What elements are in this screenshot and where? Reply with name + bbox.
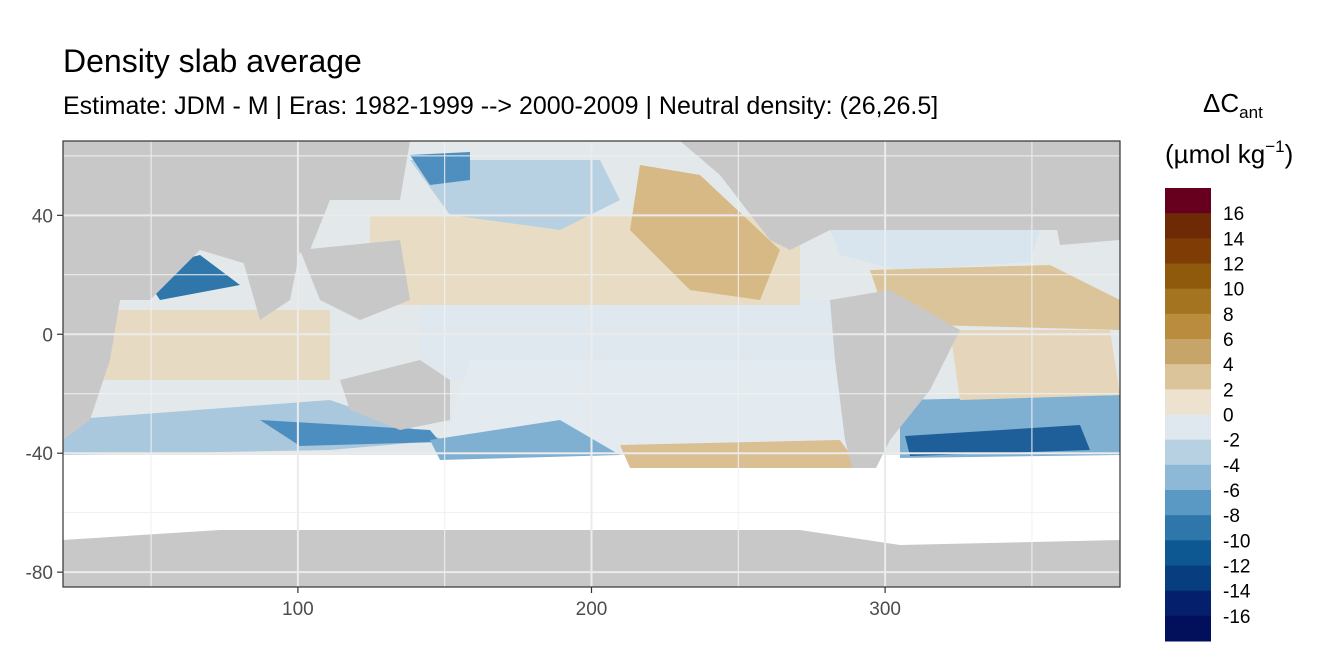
legend-swatch — [1165, 590, 1211, 617]
legend-swatch — [1165, 414, 1211, 441]
y-tick-label: -80 — [26, 563, 53, 584]
legend-swatch — [1165, 464, 1211, 491]
north-atlantic-tan — [870, 265, 1120, 330]
legend-units-superscript: −1 — [1265, 137, 1284, 156]
x-tick-label: 300 — [869, 599, 901, 620]
tasman-blue — [430, 420, 620, 460]
legend: ΔCant (µmol kg−1) 16 14 12 10 8 6 4 2 0 -2 -4 -6 -8 -… — [1165, 88, 1293, 642]
legend-tick-label: 10 — [1223, 280, 1244, 301]
kuroshio-blue — [410, 152, 470, 185]
chart-title: Density slab average — [63, 43, 362, 79]
legend-tick-label: -16 — [1223, 607, 1250, 628]
land-india — [240, 250, 300, 320]
legend-swatch — [1165, 364, 1211, 390]
x-tick-label: 200 — [576, 599, 608, 620]
indian-ocean-beige — [63, 310, 330, 380]
chart-subtitle: Estimate: JDM - M | Eras: 1982-1999 --> … — [63, 92, 939, 120]
land-southeast-asia — [300, 240, 410, 320]
south-atlantic-deep-blue — [905, 425, 1090, 456]
legend-swatch — [1165, 565, 1211, 592]
legend-tick-label: 12 — [1223, 255, 1244, 276]
south-atlantic-beige — [950, 330, 1120, 400]
legend-swatch — [1165, 188, 1211, 214]
legend-swatch — [1165, 288, 1211, 315]
legend-swatch — [1165, 389, 1211, 415]
legend-title-main: ΔCant — [1203, 88, 1263, 122]
legend-tick-label: -4 — [1223, 456, 1240, 477]
legend-title-units: (µmol kg−1) — [1165, 137, 1293, 169]
legend-tick-label: 4 — [1223, 355, 1234, 376]
legend-tick-label: -10 — [1223, 531, 1250, 552]
legend-units-close: ) — [1285, 139, 1294, 169]
legend-swatch — [1165, 238, 1211, 264]
legend-swatch — [1165, 540, 1211, 566]
legend-swatch — [1165, 515, 1211, 541]
south-australia-blue — [260, 420, 440, 446]
north-pacific-east-tan — [630, 165, 780, 300]
legend-colorbar — [1165, 188, 1211, 642]
north-atlantic-blue — [830, 230, 1040, 270]
x-tick-label: 100 — [282, 599, 314, 620]
legend-swatch — [1165, 263, 1211, 290]
legend-tick-label: -6 — [1223, 481, 1240, 502]
legend-tick-label: -8 — [1223, 506, 1240, 527]
legend-swatch — [1165, 213, 1211, 239]
grid-lines — [63, 141, 1120, 587]
land-africa-eurasia-west — [63, 141, 410, 300]
land-north-america — [680, 141, 1120, 250]
x-axis: 100 200 300 — [282, 587, 901, 620]
legend-tick-label: -2 — [1223, 431, 1240, 452]
legend-swatch — [1165, 490, 1211, 516]
legend-tick-label: 2 — [1223, 380, 1234, 401]
legend-tick-label: 6 — [1223, 330, 1234, 351]
legend-tick-label: 14 — [1223, 229, 1245, 250]
legend-labels: 16 14 12 10 8 6 4 2 0 -2 -4 -6 -8 -10 -12 -14 -16 — [1223, 204, 1251, 628]
legend-tick-label: 8 — [1223, 305, 1234, 326]
legend-swatch — [1165, 615, 1211, 642]
y-tick-label: 0 — [42, 325, 53, 346]
y-tick-label: 40 — [32, 206, 53, 227]
land-south-america — [830, 290, 960, 500]
legend-swatch — [1165, 439, 1211, 466]
legend-tick-label: -14 — [1223, 582, 1251, 603]
legend-title-symbol: ΔC — [1203, 88, 1239, 118]
legend-tick-label: 0 — [1223, 406, 1234, 427]
y-tick-label: -40 — [26, 444, 53, 465]
legend-units-text: (µmol kg — [1165, 139, 1265, 169]
land-australia — [340, 360, 450, 430]
legend-tick-label: 16 — [1223, 204, 1244, 225]
legend-swatch — [1165, 339, 1211, 365]
legend-swatch — [1165, 313, 1211, 340]
legend-tick-label: -12 — [1223, 557, 1250, 578]
y-axis: 40 0 -40 -80 — [26, 206, 63, 584]
legend-title-subscript: ant — [1239, 103, 1263, 122]
land-europe-east — [1040, 141, 1120, 245]
